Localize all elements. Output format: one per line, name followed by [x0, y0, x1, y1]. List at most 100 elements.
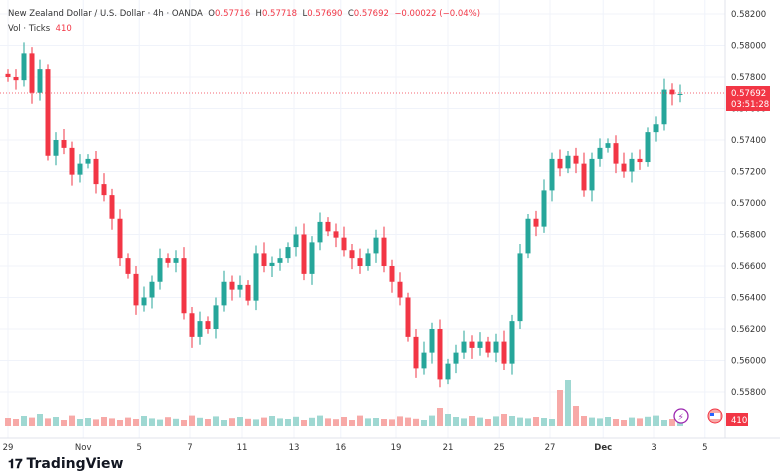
candle-body — [509, 321, 515, 364]
symbol-name[interactable]: New Zealand Dollar / U.S. Dollar — [8, 9, 145, 19]
candle-body — [45, 69, 51, 156]
volume-bar — [277, 418, 283, 426]
candle-body — [61, 140, 67, 148]
volume-bar — [213, 416, 219, 426]
price-tick-label: 0.56200 — [731, 325, 766, 335]
volume-bar — [629, 417, 635, 426]
volume-bar — [45, 418, 51, 426]
candle-body — [125, 258, 131, 274]
volume-tag-value: 410 — [731, 416, 747, 426]
data-source: OANDA — [171, 9, 203, 19]
volume-bar — [381, 419, 387, 426]
volume-bar — [429, 415, 435, 426]
candle-body — [13, 77, 19, 81]
candle-body — [261, 253, 267, 266]
volume-bar — [77, 419, 83, 426]
volume-bar — [197, 417, 203, 426]
high-label: H — [255, 9, 262, 19]
candle-body — [133, 273, 139, 306]
open-label: O — [208, 9, 215, 19]
volume-bars — [5, 380, 683, 426]
candle-body — [53, 140, 59, 156]
volume-bar — [653, 415, 659, 426]
candle-body — [109, 195, 115, 219]
volume-bar — [53, 417, 59, 426]
last-price-value: 0.57692 — [731, 89, 766, 99]
candle-body — [445, 363, 451, 380]
volume-bar — [389, 419, 395, 426]
volume-bar — [61, 420, 67, 426]
time-tick-label: 21 — [443, 443, 454, 453]
high-value: 0.57718 — [261, 9, 298, 19]
price-tick-label: 0.56000 — [731, 357, 766, 367]
candle-body — [389, 266, 395, 282]
price-tick-label: 0.56800 — [731, 231, 766, 241]
time-axis[interactable]: 29 Nov 5 7 11 13 16 19 21 25 27 Dec 3 5 — [3, 443, 708, 453]
volume-bar — [365, 418, 371, 426]
chart-legend: New Zealand Dollar / U.S. Dollar · 4h · … — [8, 9, 481, 34]
volume-bar — [581, 416, 587, 426]
volume-bar — [117, 420, 123, 426]
volume-bar — [221, 420, 227, 426]
volume-bar — [325, 418, 331, 426]
candle-body — [197, 321, 203, 337]
interval[interactable]: 4h — [153, 9, 164, 19]
volume-bar — [437, 408, 443, 426]
time-tick-label: Nov — [75, 443, 92, 453]
volume-bar — [125, 417, 131, 426]
svg-text:⚡: ⚡ — [678, 413, 684, 423]
candle-body — [253, 253, 259, 301]
close-label: C — [347, 9, 354, 19]
candle-body — [117, 218, 123, 259]
volume-bar — [5, 418, 11, 426]
candle-body — [229, 281, 235, 290]
candle-body — [549, 158, 555, 191]
volume-bar — [165, 417, 171, 426]
candles — [5, 42, 683, 388]
volume-bar — [37, 414, 43, 426]
volume-bar — [229, 418, 235, 426]
volume-label[interactable]: Vol · Ticks — [8, 24, 51, 34]
volume-bar — [525, 418, 531, 426]
time-tick-label: 7 — [187, 443, 192, 453]
volume-bar — [477, 417, 483, 426]
volume-bar — [301, 420, 307, 426]
time-tick-label: 11 — [237, 443, 248, 453]
volume-bar — [613, 419, 619, 426]
candle-body — [461, 341, 467, 353]
candle-body — [149, 281, 155, 298]
lightning-event-icon[interactable]: ⚡ — [673, 408, 689, 424]
price-axis[interactable]: 0.582000.580000.578000.576000.574000.572… — [731, 10, 766, 398]
us-flag-event-icon[interactable] — [707, 408, 723, 424]
volume-bar — [309, 417, 315, 426]
volume-bar — [133, 419, 139, 426]
tradingview-logo-icon: 𝟏𝟕 — [8, 456, 23, 472]
candle-body — [269, 262, 275, 266]
last-price-tag — [726, 86, 770, 111]
candle-body — [565, 155, 571, 169]
volume-bar — [349, 420, 355, 426]
volume-bar — [637, 418, 643, 426]
volume-bar — [333, 419, 339, 426]
volume-tag — [726, 413, 748, 426]
candle-body — [277, 258, 283, 263]
volume-bar — [317, 415, 323, 426]
candle-body — [349, 250, 355, 259]
change-value: −0.00022 (−0.04%) — [394, 9, 481, 19]
price-tick-label: 0.57000 — [731, 199, 766, 209]
volume-bar — [189, 415, 195, 426]
volume-bar — [445, 414, 451, 426]
time-tick-label: 19 — [391, 443, 402, 453]
candle-body — [285, 247, 291, 259]
tradingview-logo[interactable]: 𝟏𝟕 TradingView — [8, 456, 123, 472]
candle-body — [157, 258, 163, 282]
candle-body — [245, 284, 251, 301]
time-tick-label: 5 — [136, 443, 141, 453]
candle-body — [221, 281, 227, 306]
volume-bar — [549, 419, 555, 426]
candle-body — [173, 258, 179, 263]
candle-body — [541, 190, 547, 227]
volume-bar — [205, 419, 211, 426]
candle-body — [533, 218, 539, 227]
